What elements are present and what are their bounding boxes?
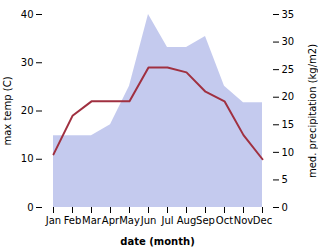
svg-text:40: 40 bbox=[21, 9, 34, 20]
svg-text:20: 20 bbox=[21, 105, 34, 116]
svg-text:Nov: Nov bbox=[234, 215, 254, 226]
svg-text:5: 5 bbox=[282, 174, 288, 185]
svg-text:10: 10 bbox=[21, 153, 34, 164]
svg-text:May: May bbox=[119, 215, 140, 226]
svg-text:30: 30 bbox=[21, 57, 34, 68]
svg-text:20: 20 bbox=[282, 91, 295, 102]
svg-text:Aug: Aug bbox=[177, 215, 197, 226]
svg-text:0: 0 bbox=[27, 202, 33, 213]
svg-text:Mar: Mar bbox=[82, 215, 102, 226]
svg-text:date (month): date (month) bbox=[120, 236, 194, 247]
svg-text:Dec: Dec bbox=[253, 215, 272, 226]
svg-text:10: 10 bbox=[282, 147, 295, 158]
svg-text:Jun: Jun bbox=[140, 215, 157, 226]
svg-text:35: 35 bbox=[282, 9, 295, 20]
svg-text:Oct: Oct bbox=[216, 215, 233, 226]
svg-text:Sep: Sep bbox=[196, 215, 215, 226]
svg-text:25: 25 bbox=[282, 64, 295, 75]
svg-text:med. precipitation (kg/m2): med. precipitation (kg/m2) bbox=[307, 44, 318, 178]
svg-text:Feb: Feb bbox=[64, 215, 82, 226]
svg-text:max temp (C): max temp (C) bbox=[2, 76, 13, 145]
svg-text:Apr: Apr bbox=[102, 215, 120, 226]
svg-text:15: 15 bbox=[282, 119, 295, 130]
svg-text:Jul: Jul bbox=[160, 215, 173, 226]
svg-text:Jan: Jan bbox=[45, 215, 61, 226]
svg-text:30: 30 bbox=[282, 36, 295, 47]
svg-text:0: 0 bbox=[282, 202, 288, 213]
